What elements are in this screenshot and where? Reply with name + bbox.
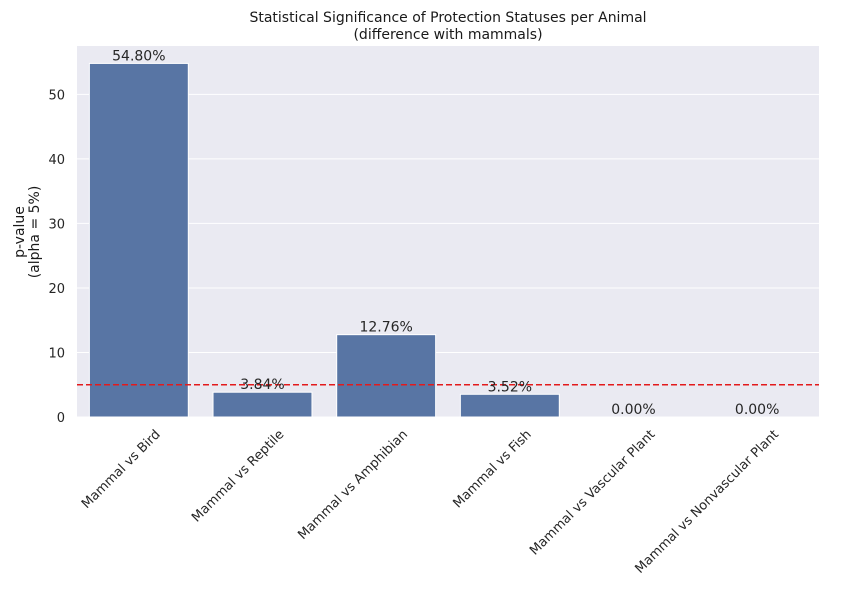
y-tick-label: 40 xyxy=(48,153,65,168)
x-tick-labels: Mammal vs Bird Mammal vs Reptile Mammal vs… xyxy=(79,427,782,576)
bar xyxy=(212,391,313,418)
x-tick-label: Mammal vs Vascular Plant xyxy=(527,427,658,558)
data-labels-group: 54.80% 3.84% 12.76% 3.52% 0.00% 0.00% xyxy=(112,48,779,418)
bar xyxy=(459,393,560,418)
y-tick-label: 50 xyxy=(48,88,65,103)
plot-area xyxy=(77,46,819,417)
bars-group xyxy=(88,62,560,418)
bar-data-label: 54.80% xyxy=(112,48,165,64)
bar-data-label: 3.52% xyxy=(488,379,532,395)
x-tick-label: Mammal vs Reptile xyxy=(189,427,287,525)
bar-data-label: 0.00% xyxy=(735,402,779,418)
y-tick-label: 0 xyxy=(57,411,65,426)
y-tick-label: 10 xyxy=(48,346,65,361)
x-tick-label: Mammal vs Fish xyxy=(451,427,535,511)
chart-title: Statistical Significance of Protection S… xyxy=(249,10,646,26)
grid-lines xyxy=(77,93,819,418)
y-tick-label: 30 xyxy=(48,217,65,232)
x-tick-label: Mammal vs Nonvascular Plant xyxy=(633,427,782,576)
x-tick-label: Mammal vs Amphibian xyxy=(295,427,411,543)
x-tick-label: Mammal vs Bird xyxy=(79,427,164,512)
bar xyxy=(336,334,437,418)
y-axis-label-line2: (alpha = 5%) xyxy=(27,186,43,279)
y-axis-label: p-value xyxy=(12,206,28,258)
bar-data-label: 0.00% xyxy=(611,402,655,418)
y-tick-labels: 0 10 20 30 40 50 xyxy=(48,88,65,426)
bar-data-label: 3.84% xyxy=(240,377,284,393)
y-tick-label: 20 xyxy=(48,282,65,297)
bar-data-label: 12.76% xyxy=(359,320,412,336)
bar xyxy=(88,62,189,418)
chart-subtitle: (difference with mammals) xyxy=(353,27,542,43)
